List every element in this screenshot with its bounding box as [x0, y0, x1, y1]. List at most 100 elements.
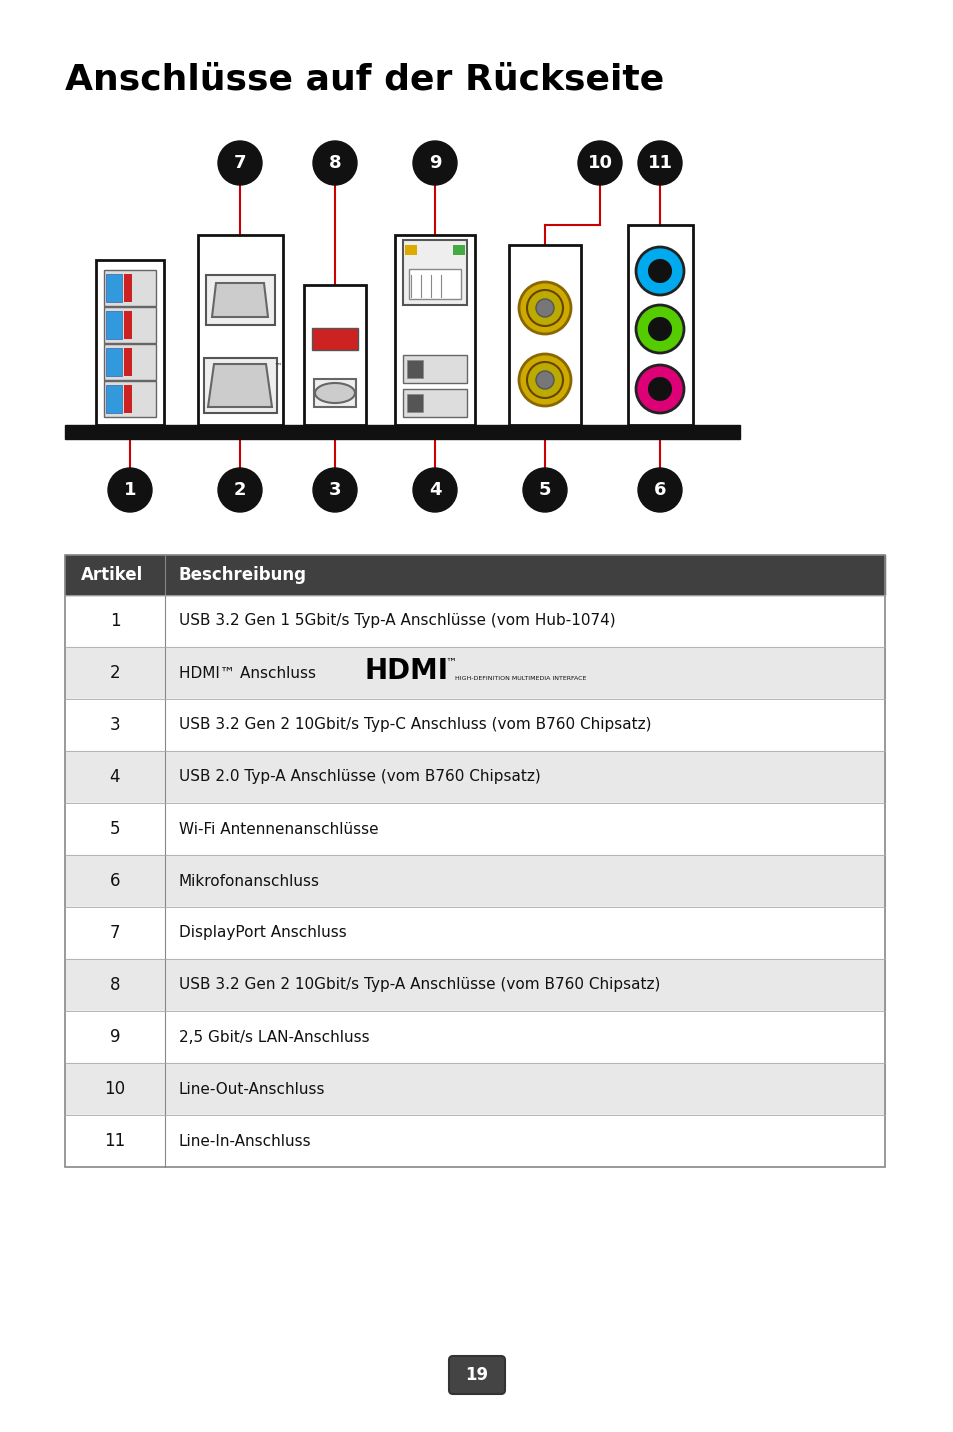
Text: 19: 19	[465, 1366, 488, 1383]
Bar	[407, 394, 422, 412]
Bar	[198, 235, 283, 425]
Text: 4: 4	[428, 481, 441, 498]
Bar	[124, 348, 132, 377]
Bar	[204, 358, 276, 412]
Circle shape	[313, 468, 356, 513]
Bar	[96, 261, 164, 425]
Text: 11: 11	[647, 155, 672, 172]
Bar	[407, 359, 422, 378]
Circle shape	[648, 378, 670, 400]
Ellipse shape	[314, 382, 355, 402]
Bar	[124, 385, 132, 412]
Bar	[65, 699, 884, 750]
Circle shape	[413, 468, 456, 513]
Bar	[402, 241, 467, 305]
Polygon shape	[208, 364, 272, 407]
Text: DisplayPort Anschluss: DisplayPort Anschluss	[179, 925, 346, 941]
Circle shape	[108, 468, 152, 513]
Text: Beschreibung: Beschreibung	[179, 566, 307, 584]
Text: USB 3.2 Gen 2 10Gbit/s Typ-C Anschluss (vom B760 Chipsatz): USB 3.2 Gen 2 10Gbit/s Typ-C Anschluss (…	[179, 717, 651, 733]
Circle shape	[313, 140, 356, 185]
Text: 1: 1	[124, 481, 136, 498]
Text: 4: 4	[110, 768, 120, 786]
Polygon shape	[212, 284, 268, 316]
Text: Wi-Fi Antennenanschlüsse: Wi-Fi Antennenanschlüsse	[179, 822, 378, 836]
Bar	[314, 379, 355, 407]
Text: 2: 2	[233, 481, 246, 498]
Circle shape	[526, 291, 562, 326]
Bar	[124, 311, 132, 339]
Text: Anschlüsse auf der Rückseite: Anschlüsse auf der Rückseite	[65, 62, 663, 96]
Text: 5: 5	[538, 481, 551, 498]
Bar	[106, 311, 122, 339]
Bar	[312, 328, 357, 349]
Bar	[104, 306, 156, 344]
Bar	[627, 225, 692, 425]
Bar	[65, 556, 884, 596]
Bar	[104, 271, 156, 306]
Text: Mikrofonanschluss: Mikrofonanschluss	[179, 874, 319, 888]
Text: 11: 11	[104, 1133, 126, 1150]
Bar	[106, 274, 122, 302]
Text: 7: 7	[233, 155, 246, 172]
Bar	[65, 750, 884, 803]
Circle shape	[218, 140, 262, 185]
Circle shape	[648, 318, 670, 339]
Bar	[65, 803, 884, 855]
Bar	[65, 647, 884, 699]
Bar	[402, 390, 467, 417]
Bar	[65, 1011, 884, 1063]
Text: 7: 7	[110, 924, 120, 942]
Text: USB 2.0 Typ-A Anschlüsse (vom B760 Chipsatz): USB 2.0 Typ-A Anschlüsse (vom B760 Chips…	[179, 769, 540, 785]
Circle shape	[636, 246, 683, 295]
Text: 10: 10	[104, 1080, 126, 1098]
Text: 8: 8	[329, 155, 341, 172]
FancyBboxPatch shape	[449, 1356, 504, 1393]
Text: 6: 6	[110, 872, 120, 891]
Text: Line-Out-Anschluss: Line-Out-Anschluss	[179, 1081, 325, 1097]
Text: HDMI: HDMI	[365, 657, 449, 684]
Bar	[409, 269, 460, 299]
Text: Line-In-Anschluss: Line-In-Anschluss	[179, 1134, 312, 1148]
Text: 6: 6	[653, 481, 665, 498]
Text: USB 3.2 Gen 2 10Gbit/s Typ-A Anschlüsse (vom B760 Chipsatz): USB 3.2 Gen 2 10Gbit/s Typ-A Anschlüsse …	[179, 978, 659, 992]
Circle shape	[536, 371, 554, 390]
Bar	[65, 1116, 884, 1167]
Text: 10: 10	[587, 155, 612, 172]
Text: ™: ™	[274, 362, 282, 371]
Bar	[65, 556, 884, 1167]
Circle shape	[522, 468, 566, 513]
Bar	[106, 348, 122, 377]
Bar	[104, 381, 156, 417]
Bar	[453, 245, 464, 255]
Text: 1: 1	[110, 611, 120, 630]
Circle shape	[518, 282, 571, 334]
Text: ™: ™	[444, 657, 456, 667]
Circle shape	[648, 261, 670, 282]
Bar	[65, 906, 884, 959]
Bar	[65, 855, 884, 906]
Bar	[405, 245, 416, 255]
Bar	[206, 275, 274, 325]
Circle shape	[536, 299, 554, 316]
Bar	[104, 344, 156, 379]
Text: 2,5 Gbit/s LAN-Anschluss: 2,5 Gbit/s LAN-Anschluss	[179, 1030, 369, 1044]
Text: HIGH-DEFINITION MULTIMEDIA INTERFACE: HIGH-DEFINITION MULTIMEDIA INTERFACE	[455, 676, 586, 680]
Bar	[402, 355, 467, 382]
Text: 8: 8	[110, 977, 120, 994]
Bar	[65, 959, 884, 1011]
Circle shape	[636, 305, 683, 354]
Text: 9: 9	[428, 155, 441, 172]
Bar	[509, 245, 580, 425]
Bar	[304, 285, 366, 425]
Bar	[65, 425, 740, 440]
Bar	[65, 596, 884, 647]
Text: 2: 2	[110, 664, 120, 682]
Bar	[395, 235, 475, 425]
Circle shape	[518, 354, 571, 407]
Circle shape	[638, 468, 681, 513]
Text: 3: 3	[110, 716, 120, 735]
Circle shape	[218, 468, 262, 513]
Text: Artikel: Artikel	[81, 566, 143, 584]
Bar	[106, 385, 122, 412]
